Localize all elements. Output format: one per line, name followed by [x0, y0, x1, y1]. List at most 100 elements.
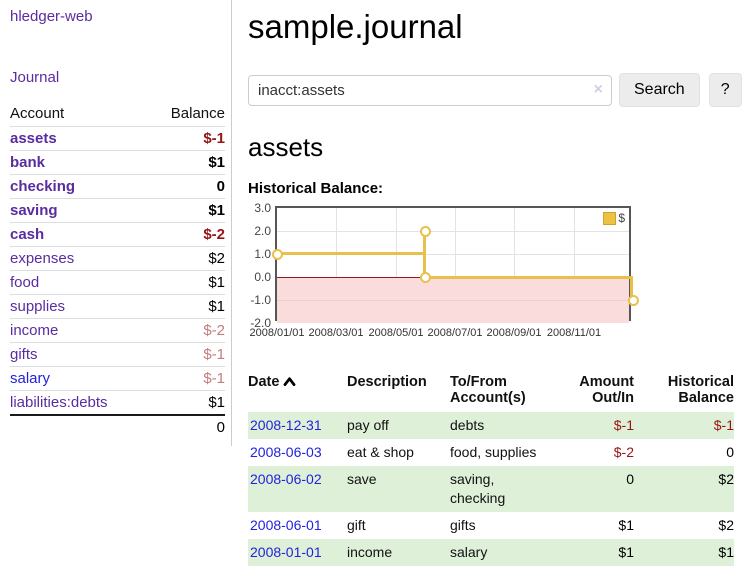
transaction-row[interactable]: 2008-12-31 pay off debts $-1 $-1 — [248, 412, 734, 439]
gridline — [514, 208, 515, 319]
accounts-total-balance: 0 — [148, 414, 225, 439]
transaction-date-link[interactable]: 2008-06-02 — [250, 471, 322, 487]
y-tick: 3.0 — [254, 201, 271, 215]
main-content: sample.journal × Search ? assets Histori… — [232, 0, 742, 582]
account-row: checking 0 — [10, 174, 225, 199]
transaction-tofrom: debts — [450, 417, 485, 433]
account-row: salary $-1 — [10, 366, 225, 391]
account-link-supplies[interactable]: supplies — [10, 298, 66, 315]
account-balance: $-1 — [148, 366, 225, 391]
account-link-income[interactable]: income — [10, 322, 59, 339]
series-line-segment — [630, 278, 633, 301]
account-balance: 0 — [148, 174, 225, 199]
accounts-table: Account Balance assets $-1 bank $1 check… — [10, 102, 225, 439]
transaction-tofrom: food, supplies — [450, 444, 537, 460]
account-row: expenses $2 — [10, 246, 225, 271]
x-tick: 2008/01/01 — [249, 327, 305, 339]
transaction-description: save — [347, 471, 377, 487]
gridline — [277, 300, 629, 301]
transaction-tofrom: gifts — [450, 517, 476, 533]
transaction-amount: $-1 — [613, 417, 634, 433]
series-line-segment — [277, 252, 426, 255]
gridline — [277, 231, 629, 232]
account-link-assets[interactable]: assets — [10, 130, 57, 147]
x-tick: 2008/05/01 — [368, 327, 424, 339]
transaction-historical: $1 — [718, 544, 734, 560]
account-link-expenses[interactable]: expenses — [10, 250, 75, 267]
legend-label: $ — [618, 211, 625, 225]
transaction-amount: 0 — [626, 471, 634, 487]
account-balance: $-1 — [148, 342, 225, 367]
transaction-amount: $1 — [618, 517, 634, 533]
gridline — [574, 208, 575, 319]
chart-legend: $ — [601, 210, 627, 226]
account-row: assets $-1 — [10, 126, 225, 151]
account-heading: assets — [248, 132, 324, 162]
series-line-segment — [423, 276, 633, 279]
app-title-link[interactable]: hledger-web — [10, 8, 93, 25]
transaction-row[interactable]: 2008-06-01 gift gifts $1 $2 — [248, 512, 734, 539]
x-tick: 2008/07/01 — [427, 327, 483, 339]
account-row: supplies $1 — [10, 294, 225, 319]
header-description: Description — [347, 374, 427, 390]
series-line-segment — [423, 232, 426, 279]
y-tick: 0.0 — [254, 270, 271, 284]
accounts-header-account: Account — [10, 105, 65, 122]
accounts-total-row: 0 — [10, 414, 225, 439]
header-date[interactable]: Date — [248, 370, 347, 412]
help-button[interactable]: ? — [708, 73, 742, 107]
header-tofrom: To/From Account(s) — [450, 374, 526, 406]
search-input[interactable] — [248, 74, 612, 106]
account-link-salary[interactable]: salary — [10, 370, 51, 387]
transaction-date-link[interactable]: 2008-06-01 — [250, 517, 322, 533]
transaction-row[interactable]: 2008-06-03 eat & shop food, supplies $-2… — [248, 439, 734, 466]
header-historical: Historical Balance — [667, 374, 734, 406]
data-point-marker — [628, 295, 639, 306]
account-link-cash[interactable]: cash — [10, 226, 45, 243]
account-link-saving[interactable]: saving — [10, 202, 58, 219]
clear-search-icon[interactable]: × — [593, 80, 603, 98]
historical-balance-chart: 3.0 2.0 1.0 0.0 -1.0 -2.0 — [248, 201, 718, 348]
gridline — [277, 254, 629, 255]
account-balance: $1 — [148, 198, 225, 223]
transaction-historical: 0 — [726, 444, 734, 460]
x-tick: 2008/09/01 — [486, 327, 542, 339]
search-button[interactable]: Search — [619, 73, 700, 107]
y-tick: 2.0 — [254, 224, 271, 238]
accounts-header-row: Account Balance — [10, 102, 225, 127]
account-row: bank $1 — [10, 150, 225, 175]
account-row: liabilities:debts $1 — [10, 390, 225, 415]
transaction-date-link[interactable]: 2008-06-03 — [250, 444, 322, 460]
transactions-table: Date Description To/From Account(s) Amou… — [248, 370, 734, 566]
sidebar: hledger-web Journal Account Balance asse… — [0, 0, 232, 446]
transaction-row[interactable]: 2008-01-01 income salary $1 $1 — [248, 539, 734, 566]
account-link-checking[interactable]: checking — [10, 178, 76, 195]
account-link-bank[interactable]: bank — [10, 154, 46, 171]
account-link-food[interactable]: food — [10, 274, 40, 291]
transactions-header-row: Date Description To/From Account(s) Amou… — [248, 370, 734, 412]
data-point-marker — [420, 226, 431, 237]
account-row: food $1 — [10, 270, 225, 295]
transaction-date-link[interactable]: 2008-12-31 — [250, 417, 322, 433]
account-row: gifts $-1 — [10, 342, 225, 367]
sidebar-item-journal[interactable]: Journal — [10, 69, 60, 86]
transaction-row[interactable]: 2008-06-02 save saving, checking 0 $2 — [248, 466, 734, 512]
transaction-tofrom: saving, checking — [450, 471, 506, 506]
transaction-historical: $2 — [718, 471, 734, 487]
account-balance: $-1 — [148, 126, 225, 151]
account-link-gifts[interactable]: gifts — [10, 346, 38, 363]
account-row: income $-2 — [10, 318, 225, 343]
gridline — [396, 208, 397, 319]
account-balance: $1 — [148, 390, 225, 415]
transaction-historical: $2 — [718, 517, 734, 533]
data-point-marker — [272, 249, 283, 260]
transaction-date-link[interactable]: 2008-01-01 — [250, 544, 322, 560]
account-link-liabilities-debts[interactable]: liabilities:debts — [10, 394, 108, 411]
gridline — [336, 208, 337, 319]
plot-area: $ — [272, 206, 639, 323]
gridline — [455, 208, 456, 319]
account-row: cash $-2 — [10, 222, 225, 247]
data-point-marker — [420, 272, 431, 283]
transaction-historical: $-1 — [713, 417, 734, 433]
transaction-description: pay off — [347, 417, 389, 433]
